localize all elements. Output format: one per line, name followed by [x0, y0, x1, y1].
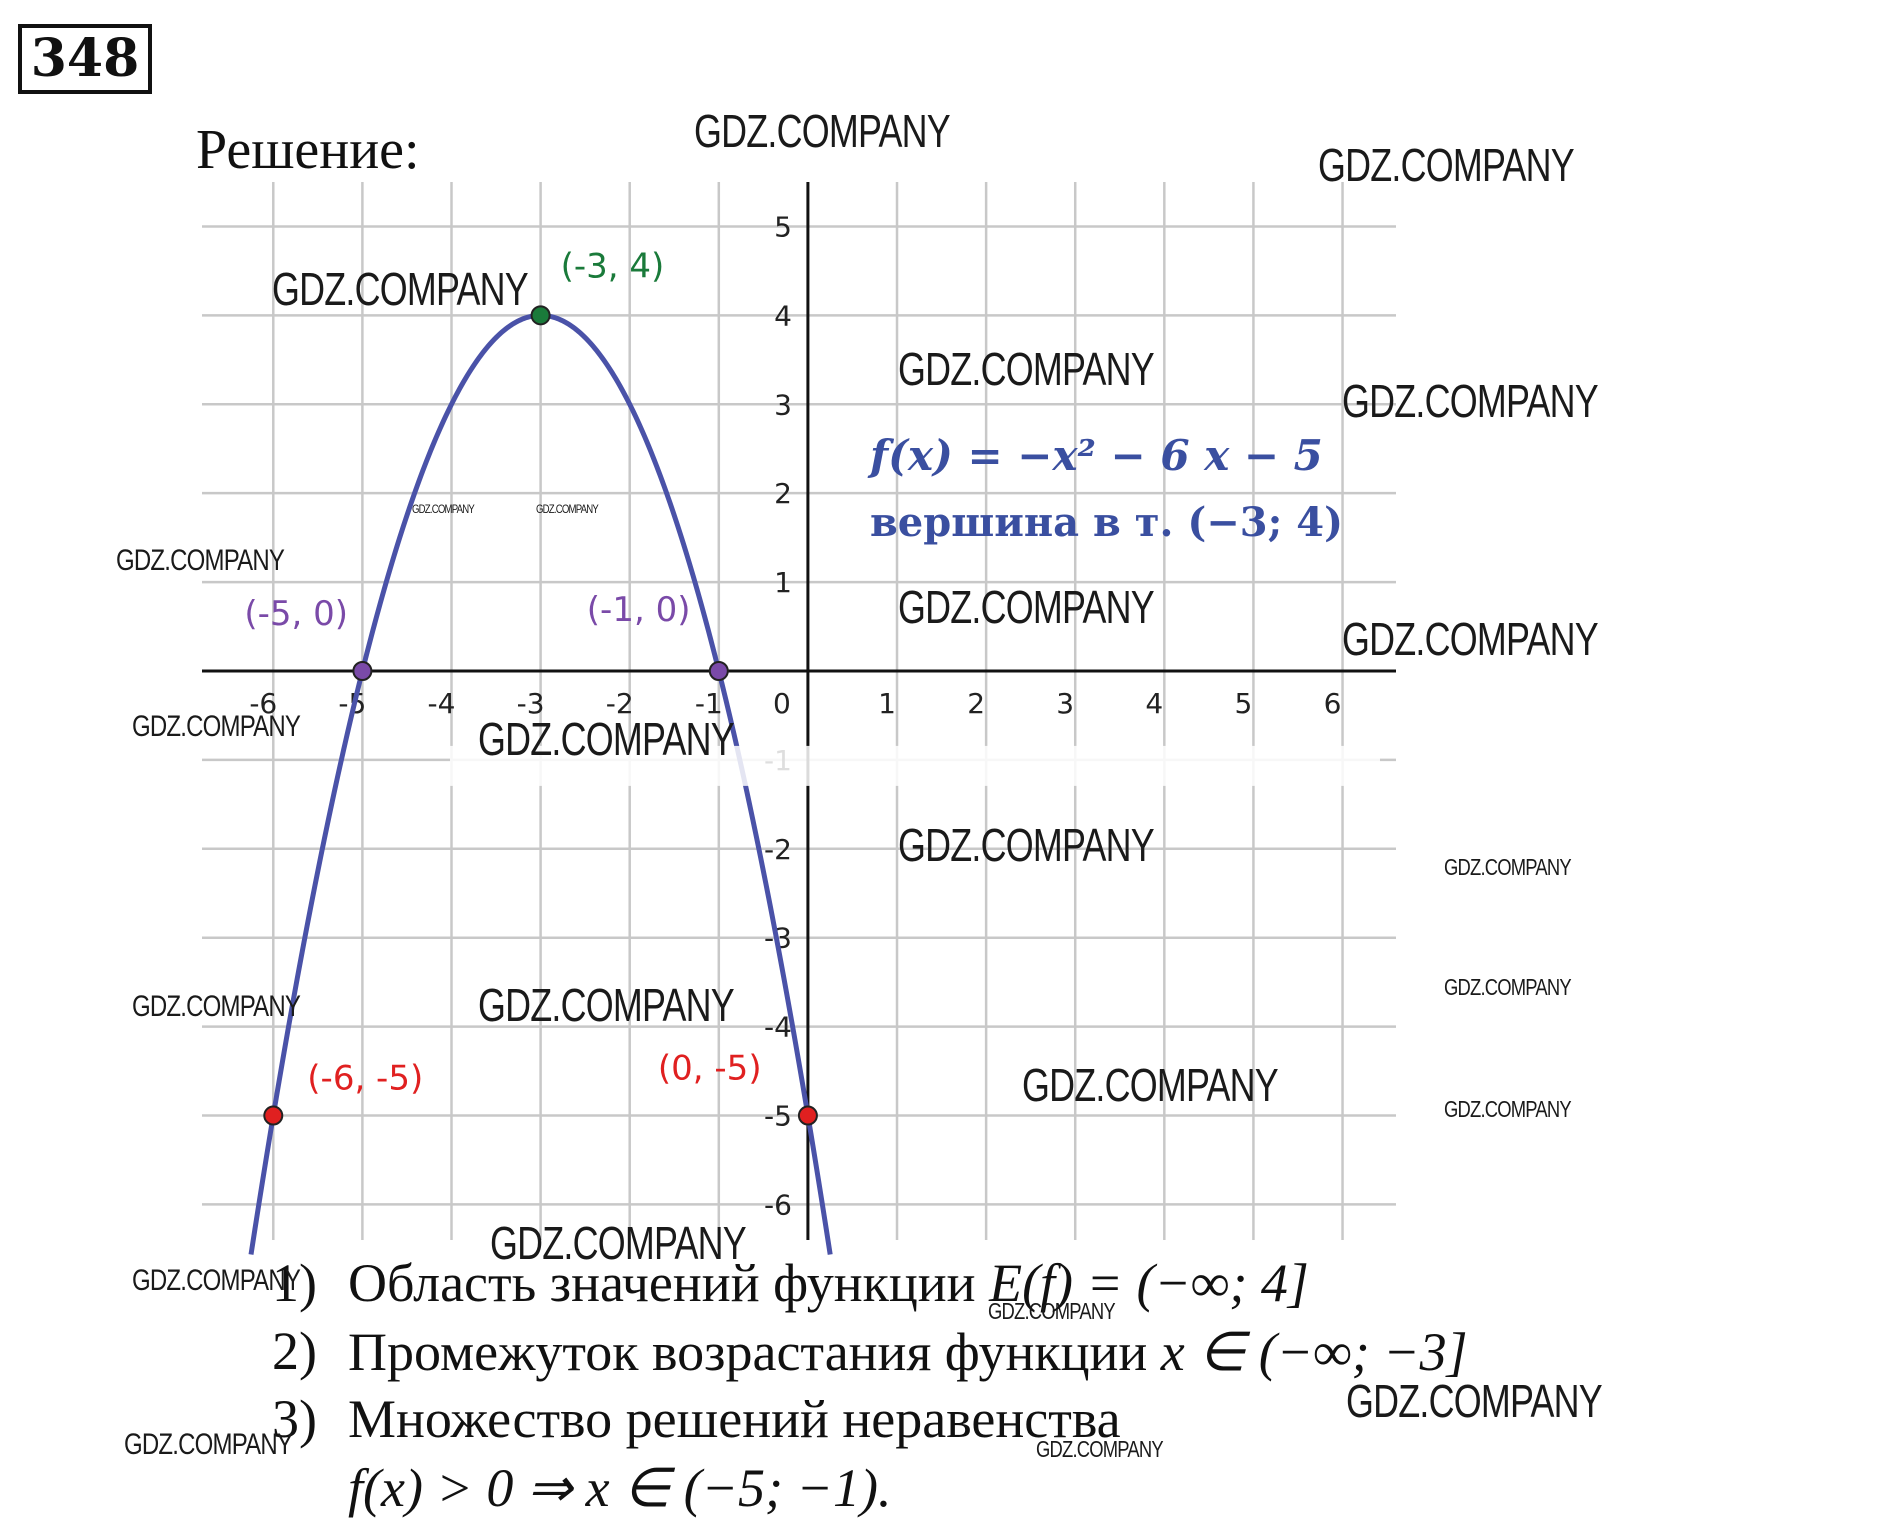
point-marker: [708, 660, 729, 681]
answer-1-text: Область значений функции: [348, 1253, 990, 1313]
y-tick-label: -4: [764, 1011, 792, 1044]
point-label: (-1, 0): [587, 590, 691, 630]
answer-1: 1) Область значений функции E(f) = (−∞; …: [0, 1252, 1900, 1322]
grid: [202, 182, 1396, 1240]
x-tick-label: 1: [878, 687, 896, 720]
y-tick-label: 2: [774, 477, 792, 510]
y-tick-label: 4: [774, 299, 792, 332]
y-tick-label: -2: [764, 833, 792, 866]
answer-3-number: 3): [272, 1389, 317, 1449]
answer-2-content: Промежуток возрастания функции x ∈ (−∞; …: [348, 1320, 1468, 1383]
answer-2-number: 2): [272, 1321, 317, 1381]
problem-number: 348: [18, 24, 152, 94]
x-tick-label: -1: [695, 687, 723, 720]
answer-2-math: x ∈ (−∞; −3]: [1160, 1322, 1468, 1382]
y-tick-label: -6: [764, 1188, 792, 1221]
axes: [202, 182, 1396, 1240]
watermark: GDZ.COMPANY: [1036, 1436, 1164, 1462]
watermark: GDZ.COMPANY: [132, 710, 301, 743]
point-marker: [797, 1105, 818, 1126]
x-tick-label: 3: [1056, 687, 1074, 720]
answer-1-math: E(f) = (−∞; 4]: [989, 1253, 1309, 1313]
answer-3: 3) Множество решений неравенства: [0, 1388, 1900, 1458]
x-tick-label: 6: [1324, 687, 1342, 720]
point-label: (-5, 0): [244, 594, 348, 634]
watermark: GDZ.COMPANY: [1444, 854, 1572, 880]
answer-3-continuation: f(x) > 0 ⇒ x ∈ (−5; −1).: [0, 1456, 1900, 1526]
x-tick-label: -2: [606, 687, 634, 720]
watermark: GDZ.COMPANY: [1444, 974, 1572, 1000]
points-layer: (-3, 4) (-5, 0) (-1, 0) (-6, -5) (0, -5): [244, 246, 818, 1126]
answer-2: 2) Промежуток возрастания функции x ∈ (−…: [0, 1320, 1900, 1390]
scan-artifact: [450, 745, 1380, 786]
function-label: f(x) = −x² − 6 x − 5: [867, 431, 1323, 480]
point-marker: [263, 1105, 284, 1126]
watermark: GDZ.COMPANY: [1342, 375, 1599, 427]
point-label: (-3, 4): [561, 246, 665, 286]
watermark: GDZ.COMPANY: [898, 343, 1155, 395]
y-tick-label: 5: [774, 210, 792, 243]
y-tick-label: 1: [774, 566, 792, 599]
watermark: GDZ.COMPANY: [132, 1264, 301, 1297]
vertex-label: вершина в т. (−3; 4): [870, 499, 1343, 546]
point-marker: [530, 305, 551, 326]
watermark: GDZ.COMPANY: [1346, 1375, 1603, 1427]
watermark: GDZ.COMPANY: [1022, 1059, 1279, 1111]
point-label: (0, -5): [658, 1049, 762, 1089]
watermark: GDZ.COMPANY: [988, 1298, 1116, 1324]
point-label: (-6, -5): [307, 1059, 423, 1099]
answer-3-continuation-math: f(x) > 0 ⇒ x ∈ (−5; −1).: [348, 1458, 892, 1518]
x-tick-label: -6: [249, 687, 277, 720]
watermark: GDZ.COMPANY: [1318, 139, 1575, 191]
watermark: GDZ.COMPANY: [898, 581, 1155, 633]
origin-label: 0: [773, 687, 791, 720]
solution-heading: Решение:: [196, 119, 420, 181]
watermark: GDZ.COMPANY: [116, 544, 285, 577]
watermark: GDZ.COMPANY: [1342, 613, 1599, 665]
answer-3-content: Множество решений неравенства: [348, 1388, 1121, 1450]
x-tick-label: 2: [967, 687, 985, 720]
watermark: GDZ.COMPANY: [694, 105, 951, 157]
answer-1-content: Область значений функции E(f) = (−∞; 4]: [348, 1252, 1309, 1314]
answer-3-continuation-content: f(x) > 0 ⇒ x ∈ (−5; −1).: [348, 1456, 891, 1519]
x-tick-label: 4: [1145, 687, 1163, 720]
x-tick-label: -4: [428, 687, 456, 720]
watermark: GDZ.COMPANY: [490, 1217, 747, 1269]
watermark: GDZ.COMPANY: [272, 263, 529, 315]
watermark: GDZ.COMPANY: [124, 1428, 293, 1461]
x-tick-label: -3: [517, 687, 545, 720]
watermark: GDZ.COMPANY: [536, 502, 599, 516]
watermark: GDZ.COMPANY: [132, 990, 301, 1023]
y-tick-label: -5: [764, 1100, 792, 1133]
x-tick-label: 5: [1235, 687, 1253, 720]
y-tick-label: 3: [774, 388, 792, 421]
watermark: GDZ.COMPANY: [1444, 1096, 1572, 1122]
answer-3-text: Множество решений неравенства: [348, 1389, 1121, 1449]
point-marker: [352, 660, 373, 681]
watermark: GDZ.COMPANY: [412, 502, 475, 516]
answer-2-text: Промежуток возрастания функции: [348, 1322, 1161, 1382]
watermark: GDZ.COMPANY: [898, 819, 1155, 871]
watermark: GDZ.COMPANY: [478, 713, 735, 765]
answer-1-number: 1): [272, 1253, 317, 1313]
watermark: GDZ.COMPANY: [478, 979, 735, 1031]
